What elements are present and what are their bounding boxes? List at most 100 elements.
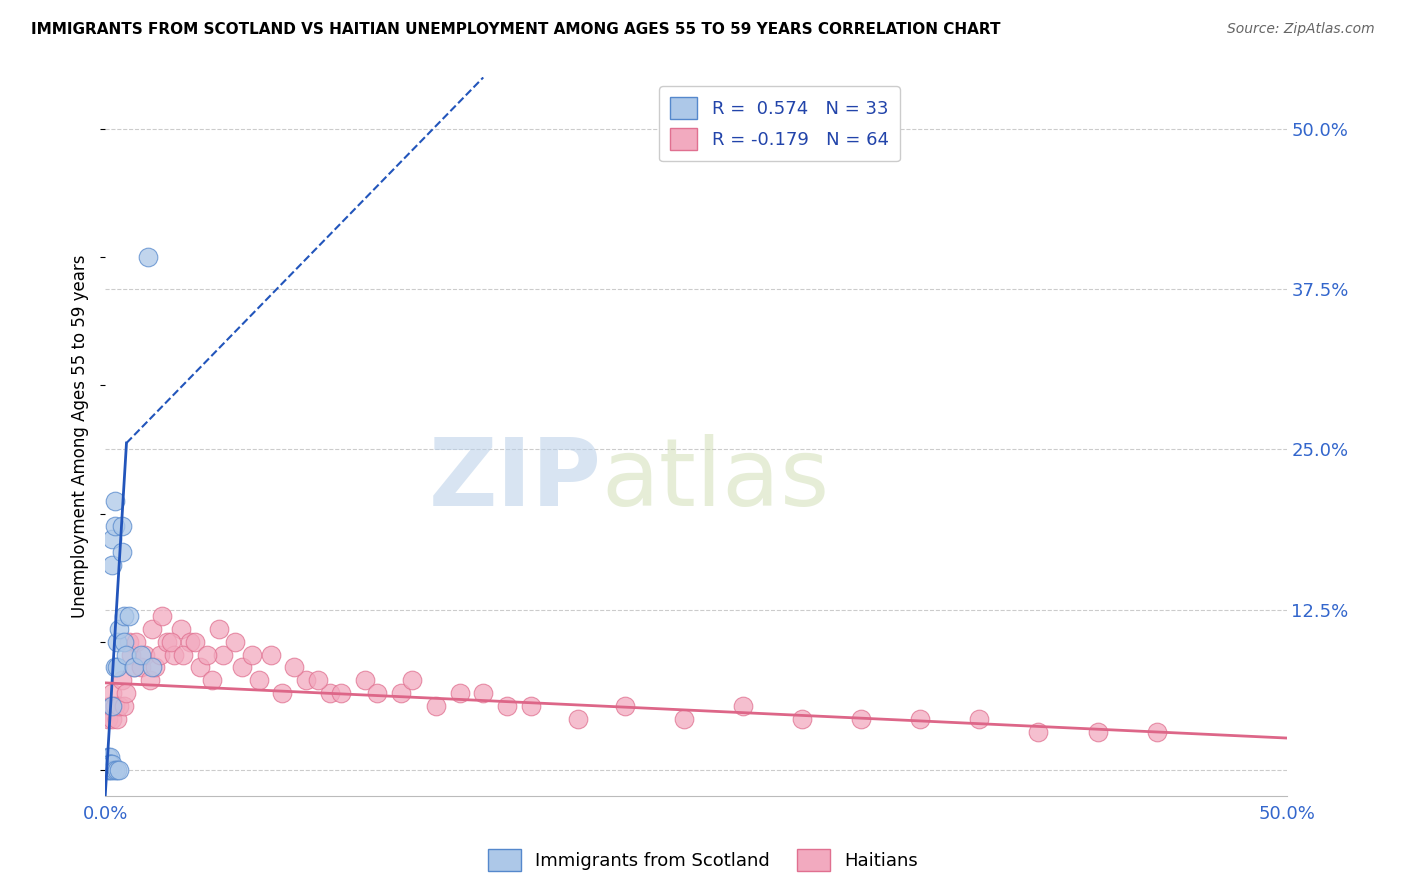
Point xyxy=(519,698,541,713)
Point xyxy=(150,609,173,624)
Point xyxy=(148,648,170,662)
Point xyxy=(184,635,207,649)
Point xyxy=(105,660,128,674)
Point xyxy=(122,660,145,674)
Point xyxy=(224,635,246,649)
Point xyxy=(98,763,121,777)
Point xyxy=(200,673,222,688)
Point xyxy=(496,698,519,713)
Point xyxy=(283,660,305,674)
Text: ZIP: ZIP xyxy=(429,434,602,525)
Point xyxy=(112,698,135,713)
Point xyxy=(98,698,121,713)
Point xyxy=(231,660,253,674)
Point xyxy=(115,648,138,662)
Point xyxy=(129,660,152,674)
Point xyxy=(104,660,127,674)
Point xyxy=(307,673,329,688)
Point xyxy=(108,698,131,713)
Point xyxy=(105,712,128,726)
Point xyxy=(207,622,229,636)
Point xyxy=(472,686,495,700)
Text: Source: ZipAtlas.com: Source: ZipAtlas.com xyxy=(1227,22,1375,37)
Point xyxy=(141,622,163,636)
Y-axis label: Unemployment Among Ages 55 to 59 years: Unemployment Among Ages 55 to 59 years xyxy=(72,255,89,618)
Point xyxy=(108,622,131,636)
Point xyxy=(111,673,134,688)
Point xyxy=(104,763,127,777)
Point xyxy=(101,756,124,771)
Point xyxy=(101,558,124,572)
Point xyxy=(120,648,142,662)
Point xyxy=(143,660,166,674)
Point xyxy=(136,250,159,264)
Point xyxy=(104,493,127,508)
Point xyxy=(101,686,124,700)
Point xyxy=(98,750,121,764)
Point xyxy=(111,545,134,559)
Point xyxy=(259,648,281,662)
Point xyxy=(614,698,637,713)
Point xyxy=(141,660,163,674)
Point xyxy=(139,673,162,688)
Point xyxy=(172,648,194,662)
Point xyxy=(425,698,447,713)
Point xyxy=(170,622,193,636)
Point xyxy=(792,712,814,726)
Point xyxy=(105,635,128,649)
Point xyxy=(271,686,294,700)
Legend: Immigrants from Scotland, Haitians: Immigrants from Scotland, Haitians xyxy=(481,842,925,879)
Point xyxy=(98,756,121,771)
Point xyxy=(104,519,127,533)
Point xyxy=(101,533,124,547)
Point xyxy=(111,519,134,533)
Point xyxy=(104,698,127,713)
Point xyxy=(97,763,120,777)
Point xyxy=(851,712,873,726)
Point xyxy=(122,660,145,674)
Point xyxy=(97,712,120,726)
Point xyxy=(354,673,377,688)
Point xyxy=(101,698,124,713)
Point xyxy=(1146,724,1168,739)
Point xyxy=(129,648,152,662)
Point xyxy=(163,648,186,662)
Point xyxy=(1028,724,1050,739)
Point xyxy=(195,648,218,662)
Point xyxy=(295,673,318,688)
Point xyxy=(1087,724,1109,739)
Point xyxy=(318,686,340,700)
Point xyxy=(969,712,991,726)
Point xyxy=(366,686,388,700)
Point xyxy=(98,756,121,771)
Point xyxy=(449,686,471,700)
Point xyxy=(101,763,124,777)
Point xyxy=(212,648,235,662)
Point xyxy=(330,686,353,700)
Point xyxy=(105,763,128,777)
Point xyxy=(112,609,135,624)
Point xyxy=(156,635,179,649)
Point xyxy=(101,712,124,726)
Text: atlas: atlas xyxy=(602,434,830,525)
Point xyxy=(118,635,141,649)
Point xyxy=(112,635,135,649)
Point xyxy=(179,635,201,649)
Point xyxy=(98,756,121,771)
Point xyxy=(733,698,755,713)
Point xyxy=(567,712,589,726)
Point xyxy=(108,763,131,777)
Point xyxy=(125,635,148,649)
Point xyxy=(240,648,263,662)
Point xyxy=(188,660,211,674)
Point xyxy=(389,686,412,700)
Point xyxy=(247,673,270,688)
Point xyxy=(118,609,141,624)
Text: IMMIGRANTS FROM SCOTLAND VS HAITIAN UNEMPLOYMENT AMONG AGES 55 TO 59 YEARS CORRE: IMMIGRANTS FROM SCOTLAND VS HAITIAN UNEM… xyxy=(31,22,1001,37)
Point xyxy=(134,648,156,662)
Point xyxy=(673,712,696,726)
Point xyxy=(160,635,183,649)
Point xyxy=(401,673,423,688)
Point xyxy=(97,756,120,771)
Legend: R =  0.574   N = 33, R = -0.179   N = 64: R = 0.574 N = 33, R = -0.179 N = 64 xyxy=(659,87,900,161)
